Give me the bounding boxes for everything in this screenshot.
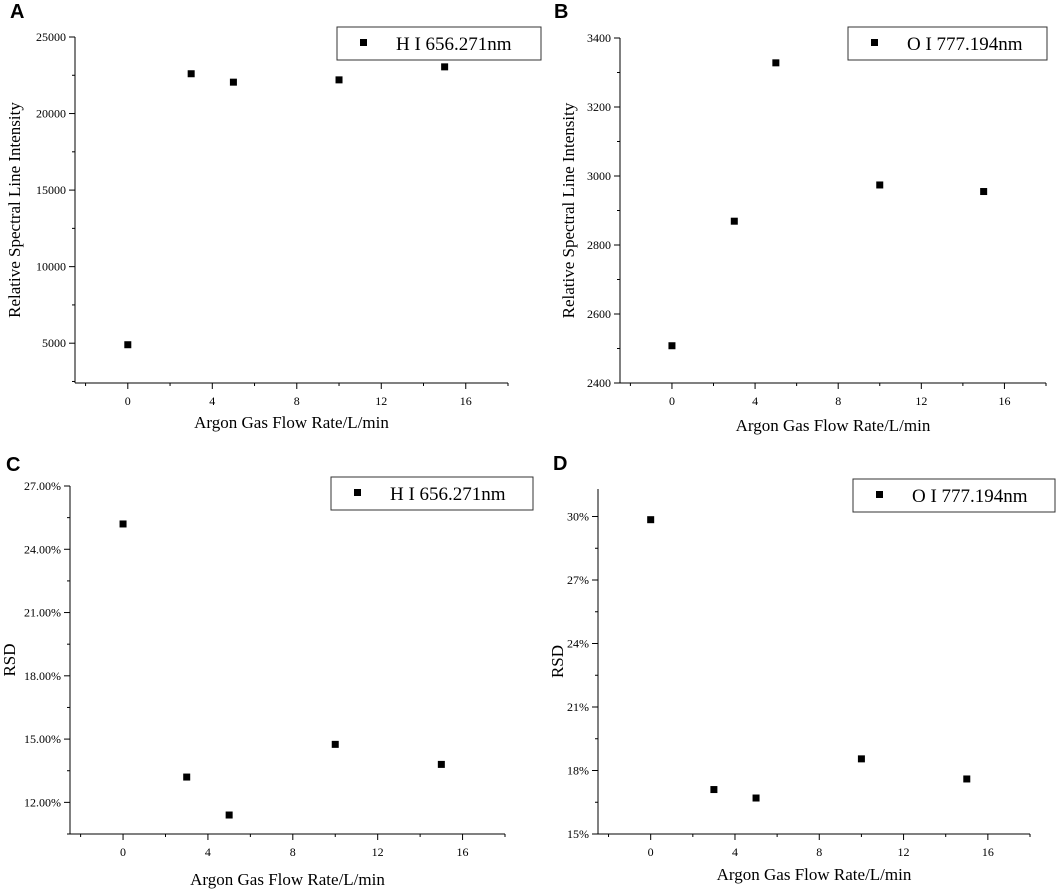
x-tick-label: 16	[998, 394, 1010, 408]
y-axis-label: Relative Spectral Line Intensity	[5, 102, 24, 318]
legend-marker	[876, 491, 883, 498]
data-point	[335, 76, 343, 84]
y-tick-label: 20000	[36, 107, 66, 121]
x-tick-label: 12	[372, 845, 384, 859]
x-tick-label: 0	[120, 845, 126, 859]
data-point	[225, 811, 233, 819]
data-point	[772, 59, 780, 67]
x-tick-label: 16	[457, 845, 469, 859]
y-tick-label: 2400	[587, 376, 611, 390]
legend: O I 777.194nm	[847, 26, 1048, 61]
x-tick-label: 4	[752, 394, 758, 408]
x-axis-label: Argon Gas Flow Rate/L/min	[717, 865, 912, 884]
legend-marker	[360, 39, 367, 46]
y-tick-label: 21%	[567, 700, 589, 714]
y-tick-label: 15000	[36, 183, 66, 197]
y-tick-label: 25000	[36, 30, 66, 44]
data-point	[668, 342, 676, 350]
x-tick-label: 12	[375, 394, 387, 408]
y-axis-label: RSD	[0, 643, 19, 676]
y-tick-label: 15.00%	[24, 732, 61, 746]
data-point	[857, 755, 865, 763]
y-tick-label: 3000	[587, 169, 611, 183]
legend: H I 656.271nm	[336, 26, 542, 61]
x-tick-label: 4	[205, 845, 211, 859]
panel-letter: A	[10, 1, 24, 23]
legend-label: H I 656.271nm	[396, 34, 512, 55]
data-point	[876, 181, 884, 189]
x-tick-label: 8	[290, 845, 296, 859]
data-point	[331, 740, 339, 748]
x-tick-label: 0	[125, 394, 131, 408]
data-point	[441, 63, 449, 71]
panel-a: A 0 4 8 12 16 5000 10000 15000 20000 25000 Argon Ga…	[5, 1, 542, 432]
legend-box	[336, 26, 542, 61]
data-point	[710, 786, 718, 794]
y-tick-label: 18%	[567, 764, 589, 778]
x-tick-label: 8	[835, 394, 841, 408]
data-point	[187, 70, 195, 78]
panel-d: D 0 4 8 12 16 15% 18% 21% 24% 27% 30% Argon Gas Flow…	[548, 453, 1056, 884]
x-tick-label: 16	[982, 845, 994, 859]
legend-box	[852, 478, 1056, 513]
legend-box	[847, 26, 1048, 61]
legend-label: H I 656.271nm	[390, 484, 506, 505]
y-tick-label: 15%	[567, 827, 589, 841]
panel-letter: C	[6, 454, 20, 476]
y-tick-label: 30%	[567, 510, 589, 524]
y-tick-label: 3200	[587, 100, 611, 114]
legend-label: O I 777.194nm	[912, 486, 1028, 507]
data-point	[183, 773, 191, 781]
panel-c: C 0 4 8 12 16 12.00% 15.00% 18.00% 21.00% 24.00% 27…	[0, 454, 534, 889]
data-point	[119, 520, 127, 528]
x-axis-label: Argon Gas Flow Rate/L/min	[736, 416, 931, 435]
y-tick-label: 27%	[567, 573, 589, 587]
x-tick-label: 8	[294, 394, 300, 408]
data-point	[229, 78, 237, 86]
x-tick-label: 12	[898, 845, 910, 859]
data-point	[647, 516, 655, 524]
x-tick-label: 4	[732, 845, 738, 859]
y-tick-label: 27.00%	[24, 479, 61, 493]
y-axis-label: Relative Spectral Line Intensity	[559, 102, 578, 318]
legend-label: O I 777.194nm	[907, 34, 1023, 55]
data-point	[124, 341, 132, 349]
x-tick-label: 16	[460, 394, 472, 408]
x-tick-label: 0	[669, 394, 675, 408]
y-tick-label: 2800	[587, 238, 611, 252]
data-point	[752, 794, 760, 802]
legend-box	[330, 476, 534, 511]
y-tick-label: 10000	[36, 260, 66, 274]
data-point	[963, 775, 971, 783]
x-tick-label: 8	[816, 845, 822, 859]
y-tick-label: 18.00%	[24, 669, 61, 683]
data-point	[437, 760, 445, 768]
panel-b: B 0 4 8 12 16 2400 2600 2800 3000 3200 3400 Argon Ga…	[554, 1, 1048, 435]
y-axis-label: RSD	[548, 645, 567, 678]
data-point	[980, 188, 988, 196]
y-tick-label: 2600	[587, 307, 611, 321]
panel-letter: D	[553, 453, 567, 475]
y-tick-label: 12.00%	[24, 795, 61, 809]
legend: O I 777.194nm	[852, 478, 1056, 513]
y-tick-label: 24.00%	[24, 542, 61, 556]
panel-letter: B	[554, 1, 568, 23]
x-tick-label: 12	[915, 394, 927, 408]
y-tick-label: 21.00%	[24, 606, 61, 620]
x-axis-label: Argon Gas Flow Rate/L/min	[190, 870, 385, 889]
y-tick-label: 3400	[587, 31, 611, 45]
y-tick-label: 24%	[567, 637, 589, 651]
x-tick-label: 0	[648, 845, 654, 859]
legend: H I 656.271nm	[330, 476, 534, 511]
x-axis-label: Argon Gas Flow Rate/L/min	[194, 413, 389, 432]
y-tick-label: 5000	[42, 336, 66, 350]
legend-marker	[354, 489, 361, 496]
legend-marker	[871, 39, 878, 46]
x-tick-label: 4	[209, 394, 215, 408]
data-point	[730, 217, 738, 225]
